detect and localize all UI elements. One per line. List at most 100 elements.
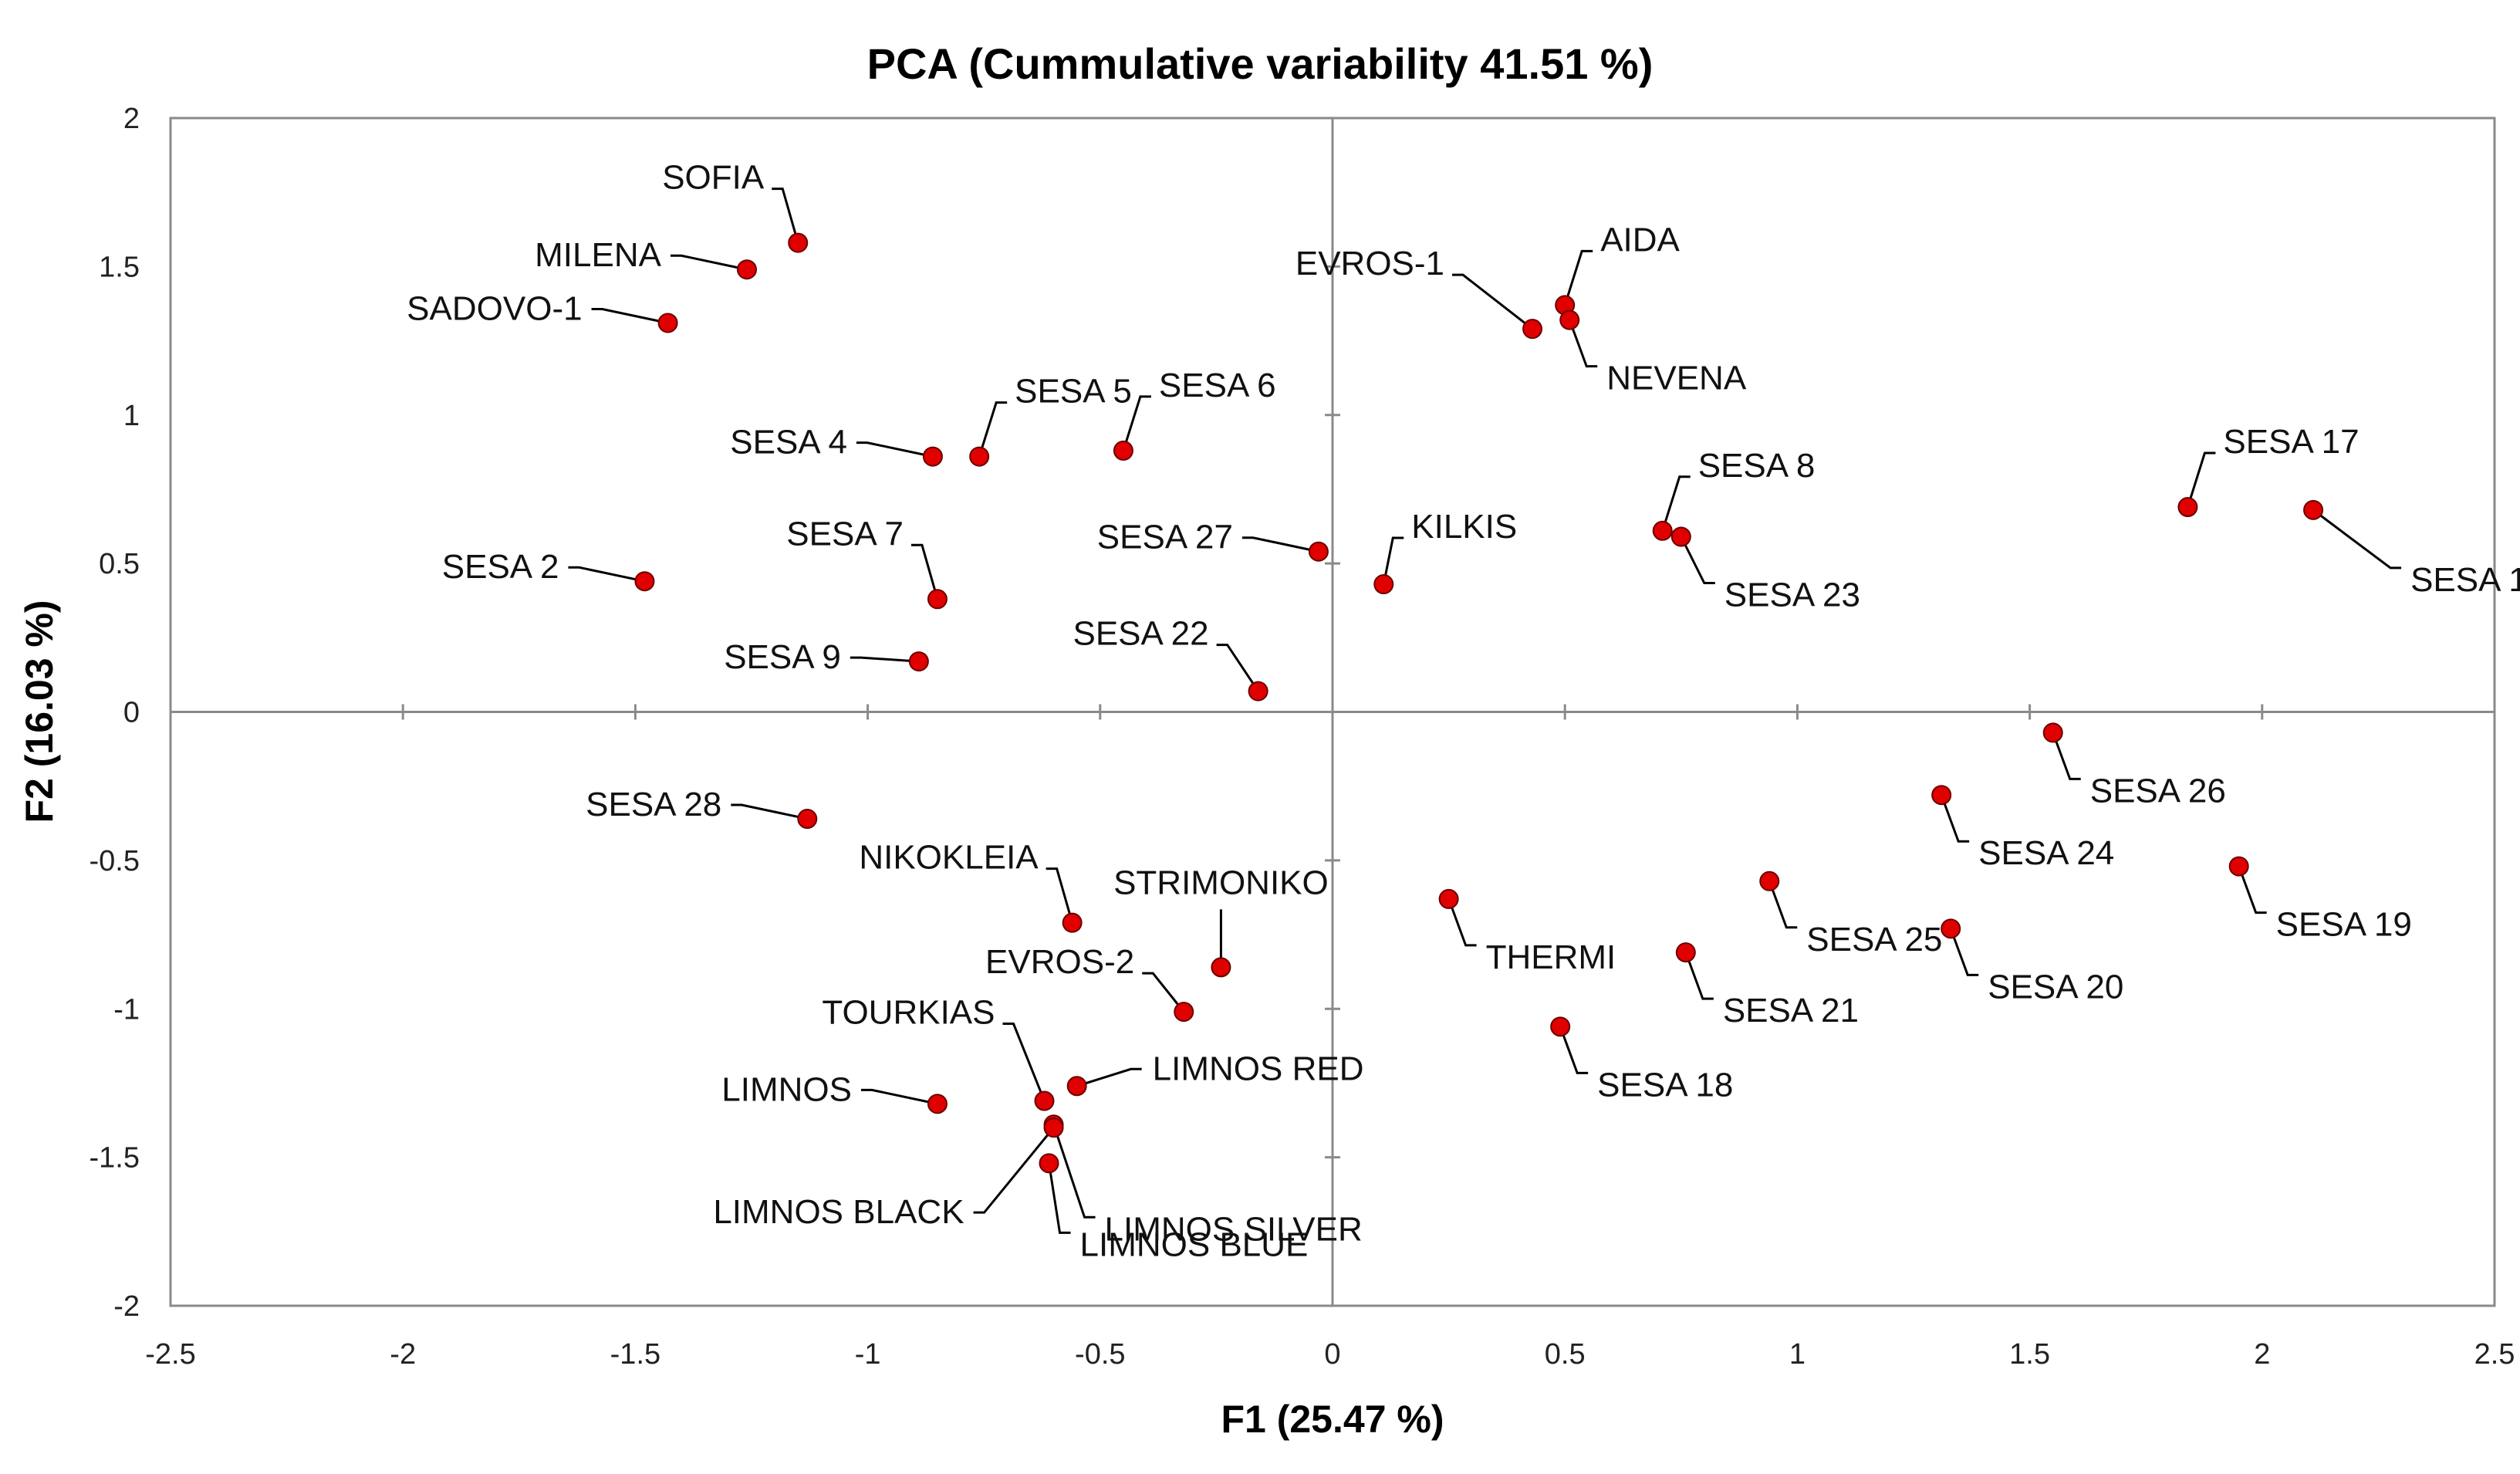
data-point <box>1759 871 1780 891</box>
point-label: SESA 23 <box>1724 576 1860 614</box>
point-label: NEVENA <box>1606 360 1747 397</box>
label-leader-line <box>772 188 799 244</box>
label-leader-line <box>2238 866 2267 914</box>
label-leader-line <box>1452 273 1533 330</box>
data-point <box>1308 541 1329 562</box>
data-point <box>1931 785 1952 806</box>
label-leader-line <box>1661 475 1691 532</box>
data-point <box>1174 1002 1194 1023</box>
data-point <box>969 446 990 467</box>
x-tick-label: -0.5 <box>1075 1338 1125 1371</box>
point-label: KILKIS <box>1411 508 1517 546</box>
label-leader-line <box>1216 644 1259 692</box>
label-leader-line <box>731 803 808 820</box>
label-leader-line <box>670 254 748 271</box>
label-leader-line <box>1563 249 1593 306</box>
point-label: SADOVO-1 <box>407 289 582 327</box>
point-label: LIMNOS SILVER <box>1105 1210 1363 1248</box>
label-leader-line <box>1382 536 1404 585</box>
label-leader-line <box>591 307 668 324</box>
point-label: SESA 4 <box>730 424 847 461</box>
data-point <box>1211 957 1231 978</box>
point-label: LIMNOS RED <box>1153 1050 1364 1087</box>
label-leader-line <box>1142 972 1185 1013</box>
point-label: SESA 20 <box>1988 968 2123 1006</box>
point-label: SESA 24 <box>1978 834 2114 872</box>
x-axis-title: F1 (25.47 %) <box>1221 1398 1444 1441</box>
point-label: SESA 7 <box>786 515 904 553</box>
data-point <box>657 313 678 333</box>
data-point <box>1675 942 1696 963</box>
x-tick-label: -1 <box>855 1338 881 1371</box>
data-point <box>1550 1016 1571 1037</box>
label-leader-line <box>2052 732 2081 780</box>
data-point <box>634 571 655 592</box>
point-label: SESA 25 <box>1806 921 1942 958</box>
data-point <box>1438 888 1459 909</box>
x-tick-label: 2.5 <box>2474 1338 2515 1371</box>
x-tick-label: -2.5 <box>145 1338 195 1371</box>
label-leader-line <box>1940 794 1970 843</box>
chart-title: PCA (Cummulative variability 41.51 %) <box>867 39 1654 88</box>
y-axis-title: F2 (16.03 %) <box>18 600 61 823</box>
data-point <box>2228 856 2249 877</box>
data-point <box>1043 1117 1064 1138</box>
data-point <box>1941 918 1961 939</box>
data-point <box>2177 497 2198 518</box>
point-label: NIKOKLEIA <box>859 839 1039 877</box>
point-label: MILENA <box>535 236 661 274</box>
label-leader-line <box>978 401 1008 458</box>
point-label: SESA 26 <box>2090 772 2226 810</box>
x-tick-label: -1.5 <box>610 1338 660 1371</box>
data-point <box>1248 681 1268 702</box>
label-leader-line <box>1768 881 1798 929</box>
data-point <box>1522 319 1543 340</box>
point-label: SESA 5 <box>1015 373 1132 411</box>
data-point <box>1039 1153 1059 1174</box>
point-label: THERMI <box>1486 938 1616 976</box>
point-label: STRIMONIKO <box>1113 864 1329 901</box>
data-point <box>1066 1076 1087 1097</box>
data-point <box>1062 912 1083 933</box>
point-label: SESA 27 <box>1097 519 1233 556</box>
label-leader-line <box>856 441 934 458</box>
data-point <box>1670 526 1691 547</box>
point-label: LIMNOS <box>721 1070 852 1108</box>
y-tick-label: 1.5 <box>99 251 140 283</box>
point-label: SESA 2 <box>442 548 559 586</box>
label-leader-line <box>2186 451 2216 508</box>
x-tick-label: 1 <box>1789 1338 1806 1371</box>
label-leader-line <box>1684 952 1714 1000</box>
point-label: AIDA <box>1600 221 1680 259</box>
point-label: SESA 9 <box>724 638 841 676</box>
y-tick-label: -1 <box>113 993 140 1026</box>
point-label: LIMNOS BLACK <box>713 1193 964 1231</box>
data-point <box>2303 499 2324 520</box>
label-leader-line <box>850 656 919 663</box>
label-leader-line <box>910 543 939 600</box>
data-point <box>797 809 818 830</box>
x-tick-label: 0 <box>1324 1338 1340 1371</box>
label-leader-line <box>1122 395 1151 451</box>
y-tick-label: -1.5 <box>90 1142 140 1175</box>
x-tick-label: 1.5 <box>2009 1338 2050 1371</box>
data-point <box>1559 309 1580 330</box>
point-label: SESA 8 <box>1698 447 1816 485</box>
point-label: SESA 28 <box>586 786 721 823</box>
label-leader-line <box>2312 509 2402 570</box>
label-leader-line <box>860 1088 938 1105</box>
point-label: SESA 6 <box>1159 367 1276 404</box>
data-point <box>1373 574 1394 595</box>
point-label: SESA 22 <box>1073 615 1208 653</box>
data-point <box>908 651 929 672</box>
y-tick-label: 2 <box>123 103 140 135</box>
data-point <box>1034 1090 1055 1111</box>
label-leader-line <box>1447 898 1477 947</box>
point-label: EVROS-2 <box>985 943 1134 981</box>
label-leader-line <box>1052 1124 1096 1219</box>
x-tick-label: 0.5 <box>1545 1338 1586 1371</box>
label-leader-line <box>973 1127 1055 1214</box>
point-label: SESA 16 <box>2410 561 2520 599</box>
x-tick-label: -2 <box>390 1338 416 1371</box>
point-label: SESA 17 <box>2223 423 2359 461</box>
